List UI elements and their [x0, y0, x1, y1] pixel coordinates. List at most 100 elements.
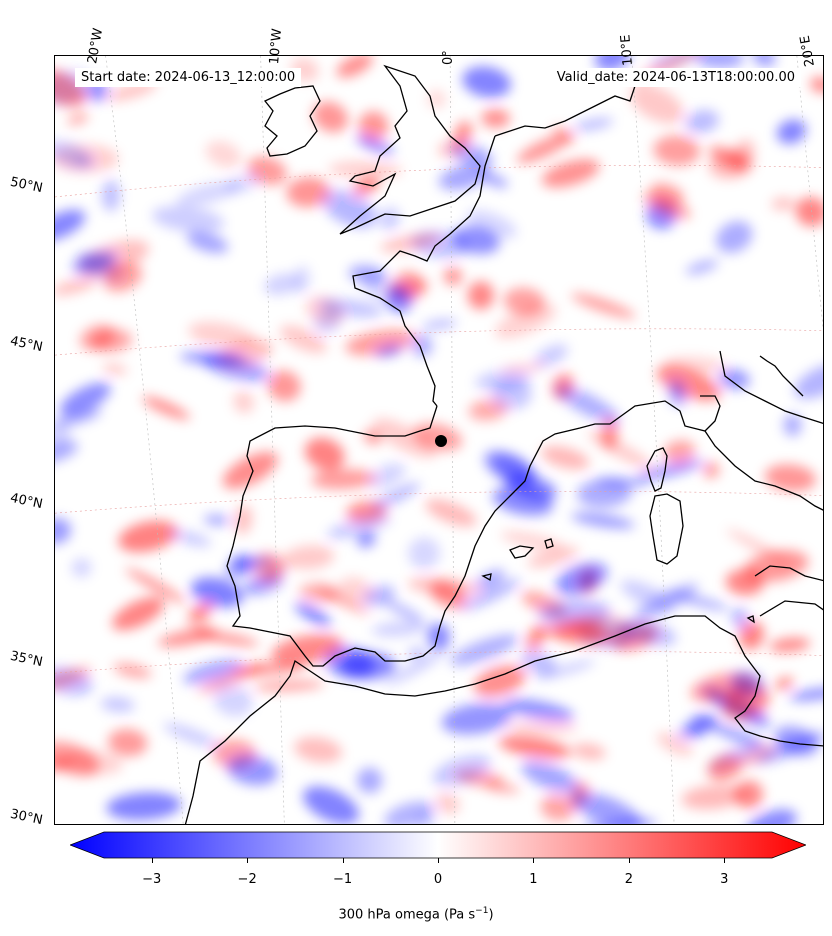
colorbar-tick-mark: [628, 858, 630, 863]
descent-blob: [55, 209, 86, 241]
ascent-blob: [527, 546, 579, 568]
descent-blob: [555, 562, 608, 595]
ascent-blob: [304, 437, 345, 471]
descent-blob: [789, 687, 823, 701]
descent-blob: [731, 607, 749, 629]
ascent-blob: [233, 504, 253, 535]
ascent-blob: [734, 780, 763, 809]
ascent-blob: [353, 177, 380, 195]
ascent-blob: [485, 783, 520, 794]
ascent-blob: [656, 365, 721, 401]
ascent-blob: [294, 736, 342, 763]
descent-blob: [571, 792, 643, 824]
ascent-blob: [494, 303, 557, 339]
descent-blob: [293, 265, 310, 294]
descent-blob: [521, 760, 579, 793]
lon-label-10w: 10°W: [267, 27, 286, 65]
descent-blob: [503, 699, 575, 721]
ascent-blob: [55, 277, 99, 296]
ascent-blob: [443, 267, 463, 286]
ascent-blob: [731, 139, 755, 169]
ascent-blob: [541, 159, 600, 188]
descent-blob: [302, 786, 360, 824]
ascent-blob: [498, 736, 571, 759]
descent-blob: [685, 259, 719, 275]
descent-blob: [678, 714, 719, 738]
descent-blob: [228, 555, 275, 569]
ascent-blob: [358, 111, 389, 142]
ascent-blob: [467, 281, 494, 310]
colorbar-tick-label: −3: [142, 872, 162, 887]
descent-blob: [461, 578, 521, 611]
ascent-blob: [372, 418, 437, 458]
ascent-blob: [473, 665, 526, 697]
descent-blob: [71, 558, 92, 578]
ascent-blob: [118, 520, 178, 553]
iberia-coast: [226, 395, 721, 667]
lon-label-0: 0°: [441, 50, 456, 65]
ascent-blob: [571, 743, 606, 760]
colorbar-label: 300 hPa omega (Pa s−1): [338, 906, 494, 923]
ascent-blob: [427, 89, 446, 109]
france-coast: [352, 135, 496, 407]
descent-blob: [774, 725, 819, 756]
ascent-blob: [186, 609, 211, 630]
colorbar-tick-label: 2: [624, 872, 633, 887]
descent-blob: [371, 621, 427, 637]
descent-blob: [384, 801, 434, 824]
descent-blob: [634, 583, 699, 620]
descent-blob: [294, 602, 332, 627]
colorbar-tick-label: 3: [720, 872, 729, 887]
map-panel[interactable]: Start date: 2024-06-13_12:00:00 Valid_da…: [54, 55, 824, 825]
start-date-label: Start date: 2024-06-13_12:00:00: [75, 68, 302, 87]
descent-blob: [685, 109, 720, 134]
ascent-blob: [311, 469, 376, 490]
descent-blob: [534, 344, 568, 368]
ascent-blob: [283, 545, 335, 570]
coastlines: [184, 64, 823, 824]
ascent-blob: [67, 113, 89, 125]
descent-blob: [163, 722, 220, 748]
ascent-blob: [630, 84, 684, 124]
descent-blob: [190, 577, 244, 608]
descent-blob: [213, 683, 253, 717]
ascent-blob: [540, 794, 575, 821]
ascent-blob: [280, 325, 327, 354]
colorbar-tick-label: −1: [332, 872, 353, 887]
ascent-blob: [188, 321, 256, 349]
ascent-blob: [566, 613, 632, 639]
colorbar-tick-mark: [533, 858, 535, 863]
descent-blob: [794, 364, 823, 399]
descent-blob: [410, 333, 433, 357]
ascent-blob: [125, 568, 187, 604]
ascent-blob: [299, 583, 341, 603]
descent-blob: [183, 659, 243, 684]
ascent-blob: [587, 431, 655, 470]
lat-label-45n: 45°N: [8, 333, 44, 356]
descent-blob: [481, 172, 509, 188]
lat-label-40n: 40°N: [8, 490, 44, 513]
descent-blob: [432, 755, 492, 786]
map-canvas: [55, 56, 823, 824]
descent-blob: [100, 697, 135, 713]
ascent-blob: [744, 550, 809, 582]
descent-blob: [702, 720, 764, 747]
colorbar-tick-mark: [247, 858, 249, 863]
descent-blob: [59, 382, 111, 416]
descent-blob: [783, 413, 802, 437]
colorbar-tick-label: 1: [529, 872, 538, 887]
descent-blob: [176, 181, 239, 207]
descent-blob: [620, 618, 677, 646]
descent-blob: [385, 652, 444, 685]
ascent-blob: [113, 663, 152, 679]
corsica-coast: [646, 447, 668, 492]
ascent-blob: [500, 531, 565, 551]
colorbar-tick-mark: [438, 858, 439, 863]
ascent-blob: [739, 621, 765, 650]
ascent-blob: [205, 140, 242, 168]
descent-blob: [491, 378, 532, 410]
ascent-blob: [764, 464, 816, 492]
ascent-blob: [112, 596, 165, 631]
descent-blob: [355, 136, 395, 154]
ascent-blob: [55, 666, 92, 691]
